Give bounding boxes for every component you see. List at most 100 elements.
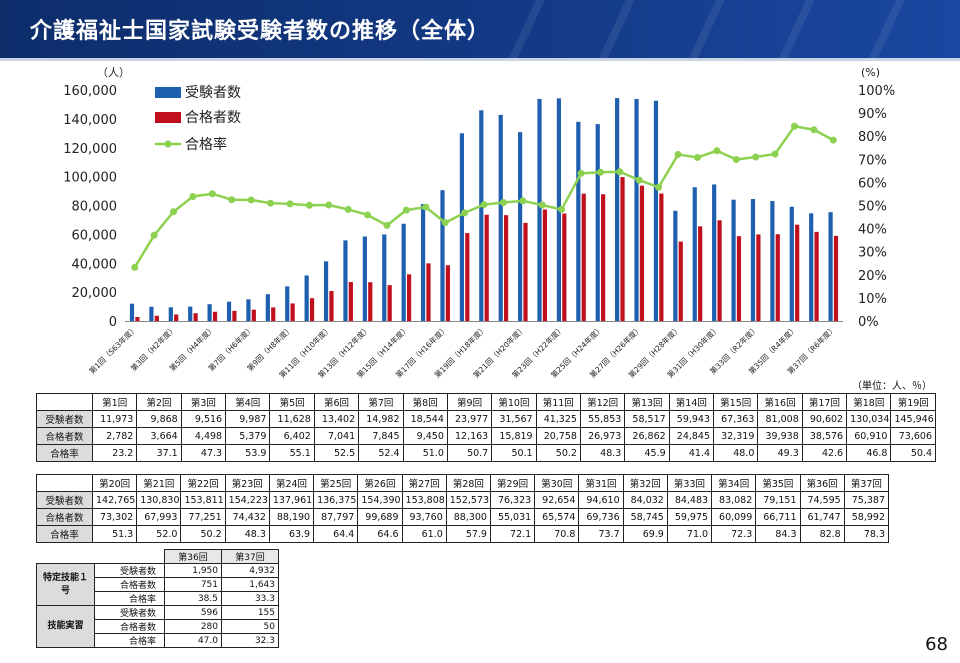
table-cell: 55.1 bbox=[269, 444, 315, 462]
results-table-2: 第20回 第21回 第22回 第23回 第24回 第25回 第26回 第27回 第28回 第29回… bbox=[36, 474, 890, 543]
bar-passers bbox=[135, 316, 140, 321]
table-cell: 26,973 bbox=[579, 427, 626, 445]
table-cell: 153,811 bbox=[180, 491, 226, 509]
table-cell: 58,517 bbox=[624, 410, 670, 428]
table-cell: 13,402 bbox=[313, 410, 360, 428]
table-cell: 51.3 bbox=[91, 525, 138, 543]
table-cell: 23.2 bbox=[91, 444, 138, 462]
column-header: 第37回 bbox=[221, 549, 279, 564]
table-cell: 38.5 bbox=[164, 591, 222, 606]
table-cell: 65,574 bbox=[534, 508, 580, 526]
line-pass-rate bbox=[133, 124, 834, 269]
table-cell: 57.9 bbox=[445, 525, 491, 543]
table-cell: 145,946 bbox=[890, 410, 936, 428]
column-header: 第32回 bbox=[622, 474, 668, 492]
table-cell: 66,711 bbox=[755, 508, 801, 526]
table-cell: 51.0 bbox=[402, 444, 448, 462]
table-cell: 1,643 bbox=[221, 577, 279, 592]
row-header: 合格率 bbox=[36, 525, 93, 543]
row-header: 受験者数 bbox=[94, 605, 165, 620]
table-cell: 4,932 bbox=[221, 563, 279, 578]
bar-passers bbox=[523, 222, 528, 321]
bar-examinees bbox=[343, 240, 348, 321]
point-pass-rate bbox=[267, 199, 275, 207]
row-header: 合格者数 bbox=[36, 427, 93, 445]
point-pass-rate bbox=[693, 153, 701, 161]
header-banner: 介護福祉士国家試験受験者数の推移（全体） bbox=[0, 0, 960, 58]
y-right-tick-label: 90% bbox=[858, 107, 887, 122]
bar-passers bbox=[814, 231, 819, 321]
bar-examinees bbox=[518, 132, 523, 321]
page-title: 介護福祉士国家試験受験者数の推移（全体） bbox=[30, 19, 491, 44]
table-cell: 41.4 bbox=[668, 444, 715, 462]
bar-passers bbox=[601, 194, 606, 321]
table-cell: 130,034 bbox=[846, 410, 892, 428]
legend-swatch-marker bbox=[164, 140, 172, 148]
column-header: 第21回 bbox=[136, 474, 182, 492]
table-cell: 5,379 bbox=[225, 427, 271, 445]
table-cell: 39,938 bbox=[757, 427, 803, 445]
point-pass-rate bbox=[480, 201, 488, 209]
table-cell: 74,595 bbox=[799, 491, 845, 509]
point-pass-rate bbox=[674, 150, 682, 158]
table-cell: 50.4 bbox=[890, 444, 936, 462]
bar-examinees bbox=[789, 206, 794, 321]
bar-examinees bbox=[304, 275, 309, 321]
header-divider bbox=[0, 58, 960, 61]
y-right-tick-label: 20% bbox=[858, 269, 887, 284]
table-row: 合格者数 2,782 3,664 4,498 5,379 6,402 7,041 7,845 9… bbox=[36, 427, 936, 445]
bar-passers bbox=[212, 311, 218, 321]
column-header: 第2回 bbox=[136, 393, 182, 411]
table-cell: 81,008 bbox=[757, 410, 803, 428]
table-cell: 73,606 bbox=[890, 427, 936, 445]
bar-examinees bbox=[770, 201, 775, 321]
bar-examinees bbox=[576, 121, 581, 321]
y-left-axis-unit: （人） bbox=[97, 66, 130, 79]
table-cell: 1,950 bbox=[164, 563, 222, 578]
bar-passers bbox=[717, 220, 722, 321]
table-cell: 59,975 bbox=[666, 508, 713, 526]
bar-examinees bbox=[653, 100, 659, 321]
column-header: 第1回 bbox=[91, 393, 138, 411]
table-cell: 87,797 bbox=[313, 508, 359, 526]
table-cell: 88,300 bbox=[445, 508, 491, 526]
column-header: 第35回 bbox=[755, 474, 801, 492]
bar-passers bbox=[620, 177, 625, 321]
point-pass-rate bbox=[596, 168, 604, 176]
y-right-tick-label: 80% bbox=[858, 130, 887, 145]
column-header: 第36回 bbox=[164, 549, 222, 564]
y-left-tick-label: 0 bbox=[109, 315, 117, 330]
table-row: 合格率 51.3 52.0 50.2 48.3 63.9 64.4 64.6 61.0 57.9 7… bbox=[36, 525, 890, 543]
bar-examinees bbox=[168, 307, 173, 321]
table-cell: 50.1 bbox=[491, 444, 537, 462]
table-cell: 154,223 bbox=[224, 491, 270, 509]
table-cell: 24,845 bbox=[668, 427, 715, 445]
table-cell: 79,151 bbox=[755, 491, 801, 509]
column-header: 第6回 bbox=[313, 393, 360, 411]
table-cell: 61.0 bbox=[401, 525, 447, 543]
table-cell: 92,654 bbox=[534, 491, 580, 509]
y-left-tick-label: 80,000 bbox=[72, 200, 118, 215]
point-pass-rate bbox=[189, 192, 197, 200]
column-header: 第36回 bbox=[799, 474, 845, 492]
table-cell: 152,573 bbox=[445, 491, 491, 509]
table-cell: 55,853 bbox=[579, 410, 626, 428]
table-cell: 73,302 bbox=[91, 508, 138, 526]
point-pass-rate bbox=[752, 153, 760, 161]
bar-examinees bbox=[809, 213, 814, 321]
table-cell: 4,498 bbox=[180, 427, 227, 445]
column-header: 第12回 bbox=[579, 393, 626, 411]
results-table-1: 第1回 第2回 第3回 第4回 第5回 第6回 第7回 第8回 第9回 第10回 第11回 第12回第… bbox=[36, 393, 936, 462]
y-left-tick-label: 60,000 bbox=[72, 228, 118, 243]
bar-passers bbox=[309, 298, 315, 321]
table-cell: 61,747 bbox=[799, 508, 845, 526]
table-cell: 64.6 bbox=[357, 525, 403, 543]
legend-swatch bbox=[155, 112, 181, 123]
bar-examinees bbox=[226, 301, 232, 321]
point-pass-rate bbox=[499, 198, 507, 206]
y-left-tick-label: 160,000 bbox=[63, 84, 117, 99]
column-header: 第22回 bbox=[180, 474, 226, 492]
column-header: 第10回 bbox=[491, 393, 537, 411]
column-header: 第28回 bbox=[445, 474, 491, 492]
table-cell: 7,041 bbox=[313, 427, 360, 445]
